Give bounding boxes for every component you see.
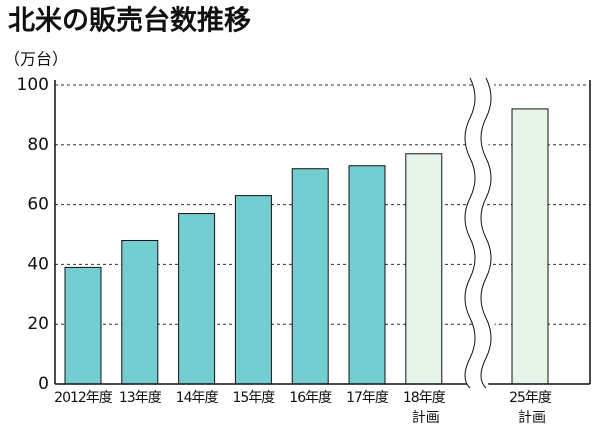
x-tick-label: 18年度	[403, 390, 446, 406]
x-tick-label: 17年度	[346, 390, 389, 406]
y-tick-label: 80	[27, 135, 49, 155]
x-tick-label: 2012年度	[54, 390, 113, 406]
x-tick-label: 16年度	[289, 390, 332, 406]
bar	[234, 195, 272, 385]
bar	[405, 153, 443, 385]
y-tick-label: 100	[17, 75, 49, 95]
y-tick-label: 20	[27, 314, 49, 334]
bar	[511, 108, 549, 385]
axis-break	[464, 77, 476, 389]
axis-break	[480, 77, 492, 389]
x-tick-label: 13年度	[119, 390, 162, 406]
x-tick-label: 25年度	[509, 390, 552, 406]
unit-label: （万台）	[4, 50, 68, 69]
y-tick-label: 40	[27, 254, 49, 274]
x-tick-note: 計画	[412, 410, 440, 426]
bar	[348, 165, 386, 385]
x-tick-label: 15年度	[232, 390, 275, 406]
y-tick-label: 60	[27, 195, 49, 215]
bar	[121, 239, 159, 385]
x-tick-label: 14年度	[176, 390, 219, 406]
y-tick-label: 0	[38, 374, 49, 394]
bar	[64, 266, 102, 385]
plot-area: 0 20 40 60 80 100 2012年度 13年度 14年度 15年度 16年度 17年度 18…	[17, 75, 590, 426]
bar	[291, 168, 329, 385]
bar	[178, 213, 216, 385]
chart-title: 北米の販売台数推移	[8, 5, 251, 37]
x-tick-note: 計画	[518, 410, 546, 426]
axis-break-fill	[465, 78, 495, 388]
